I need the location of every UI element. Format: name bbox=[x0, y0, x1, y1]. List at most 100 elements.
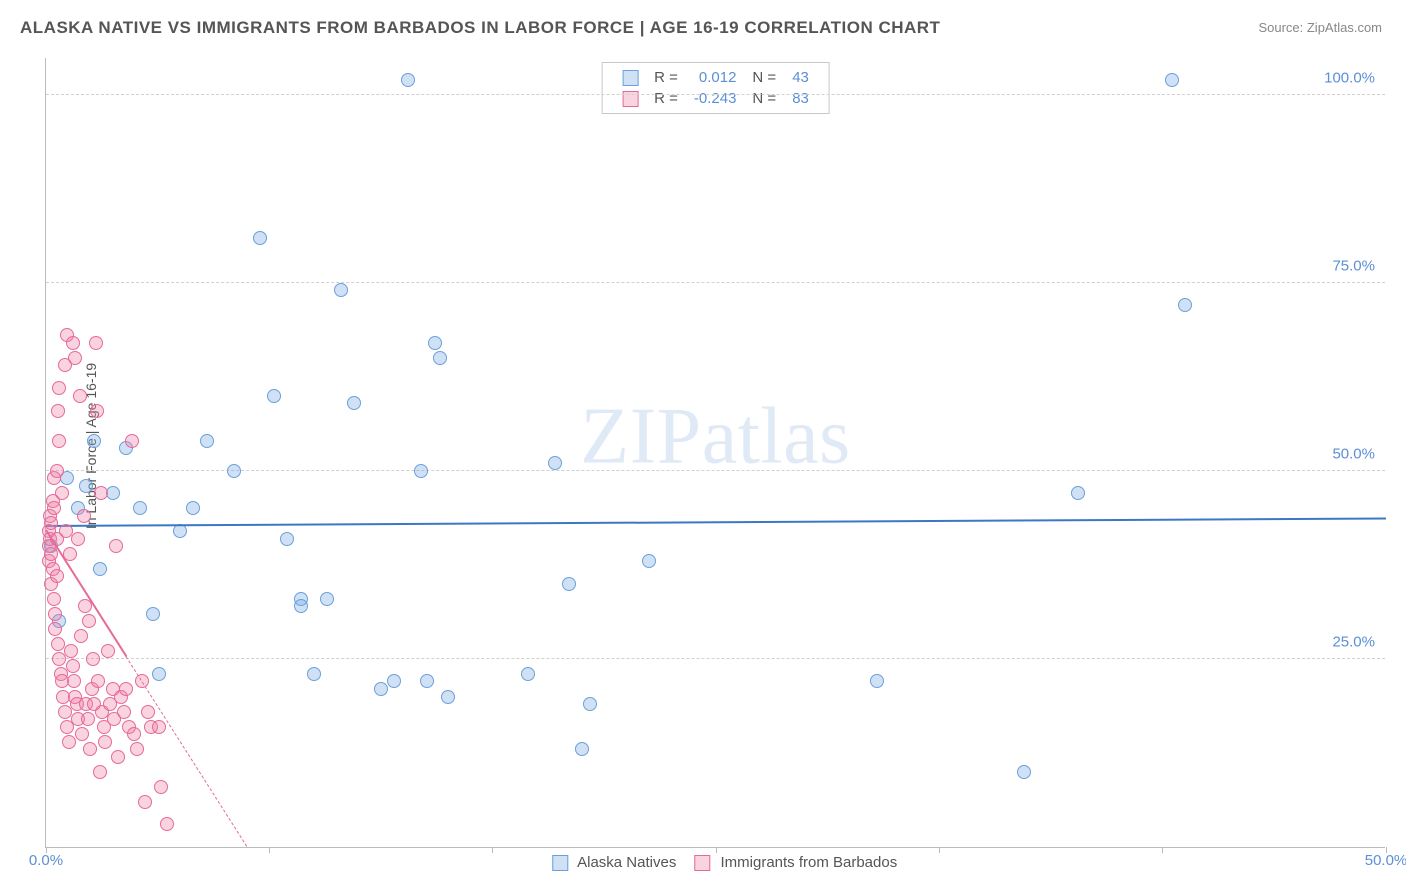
data-point bbox=[87, 434, 101, 448]
data-point bbox=[433, 351, 447, 365]
data-point bbox=[90, 404, 104, 418]
x-tick bbox=[269, 847, 270, 853]
x-tick bbox=[939, 847, 940, 853]
data-point bbox=[138, 795, 152, 809]
data-point bbox=[111, 750, 125, 764]
data-point bbox=[267, 389, 281, 403]
data-point bbox=[48, 607, 62, 621]
data-point bbox=[200, 434, 214, 448]
data-point bbox=[109, 539, 123, 553]
data-point bbox=[50, 569, 64, 583]
data-point bbox=[98, 735, 112, 749]
x-tick bbox=[492, 847, 493, 853]
y-tick-label: 50.0% bbox=[1332, 445, 1375, 462]
data-point bbox=[74, 629, 88, 643]
data-point bbox=[51, 404, 65, 418]
data-point bbox=[583, 697, 597, 711]
data-point bbox=[47, 592, 61, 606]
data-point bbox=[73, 389, 87, 403]
data-point bbox=[575, 742, 589, 756]
data-point bbox=[125, 434, 139, 448]
data-point bbox=[521, 667, 535, 681]
data-point bbox=[52, 381, 66, 395]
data-point bbox=[152, 667, 166, 681]
data-point bbox=[870, 674, 884, 688]
data-point bbox=[89, 336, 103, 350]
data-point bbox=[154, 780, 168, 794]
y-tick-label: 100.0% bbox=[1324, 69, 1375, 86]
data-point bbox=[152, 720, 166, 734]
data-point bbox=[642, 554, 656, 568]
data-point bbox=[320, 592, 334, 606]
data-point bbox=[119, 682, 133, 696]
data-point bbox=[186, 501, 200, 515]
y-tick-label: 25.0% bbox=[1332, 633, 1375, 650]
legend-row: R =0.012N =43 bbox=[614, 67, 817, 88]
data-point bbox=[77, 509, 91, 523]
data-point bbox=[117, 705, 131, 719]
source-attribution: Source: ZipAtlas.com bbox=[1258, 20, 1382, 35]
data-point bbox=[227, 464, 241, 478]
data-point bbox=[47, 501, 61, 515]
data-point bbox=[1178, 298, 1192, 312]
data-point bbox=[130, 742, 144, 756]
data-point bbox=[68, 351, 82, 365]
data-point bbox=[307, 667, 321, 681]
data-point bbox=[51, 637, 65, 651]
data-point bbox=[67, 674, 81, 688]
data-point bbox=[347, 396, 361, 410]
data-point bbox=[133, 501, 147, 515]
gridline bbox=[46, 658, 1385, 659]
data-point bbox=[91, 674, 105, 688]
data-point bbox=[1165, 73, 1179, 87]
data-point bbox=[1071, 486, 1085, 500]
gridline bbox=[46, 94, 1385, 95]
data-point bbox=[82, 614, 96, 628]
trend-line bbox=[126, 657, 247, 847]
data-point bbox=[401, 73, 415, 87]
data-point bbox=[66, 336, 80, 350]
scatter-plot: ZIPatlas R =0.012N =43R =-0.243N =83 Ala… bbox=[45, 58, 1385, 848]
data-point bbox=[75, 727, 89, 741]
correlation-legend: R =0.012N =43R =-0.243N =83 bbox=[601, 62, 830, 114]
x-tick-label: 50.0% bbox=[1365, 852, 1406, 869]
data-point bbox=[93, 765, 107, 779]
data-point bbox=[66, 659, 80, 673]
data-point bbox=[106, 486, 120, 500]
data-point bbox=[50, 464, 64, 478]
data-point bbox=[64, 644, 78, 658]
data-point bbox=[62, 735, 76, 749]
data-point bbox=[79, 479, 93, 493]
data-point bbox=[387, 674, 401, 688]
data-point bbox=[86, 652, 100, 666]
data-point bbox=[253, 231, 267, 245]
data-point bbox=[141, 705, 155, 719]
data-point bbox=[55, 486, 69, 500]
legend-label: Alaska Natives bbox=[574, 854, 677, 871]
x-tick bbox=[716, 847, 717, 853]
gridline bbox=[46, 282, 1385, 283]
data-point bbox=[52, 434, 66, 448]
data-point bbox=[334, 283, 348, 297]
legend-swatch bbox=[694, 855, 710, 871]
data-point bbox=[562, 577, 576, 591]
data-point bbox=[1017, 765, 1031, 779]
data-point bbox=[127, 727, 141, 741]
data-point bbox=[101, 644, 115, 658]
watermark: ZIPatlas bbox=[580, 391, 851, 482]
data-point bbox=[94, 486, 108, 500]
data-point bbox=[83, 742, 97, 756]
x-tick-label: 0.0% bbox=[29, 852, 63, 869]
data-point bbox=[160, 817, 174, 831]
data-point bbox=[93, 562, 107, 576]
series-legend: Alaska Natives Immigrants from Barbados bbox=[534, 854, 897, 871]
legend-swatch bbox=[552, 855, 568, 871]
data-point bbox=[146, 607, 160, 621]
x-tick bbox=[1162, 847, 1163, 853]
y-tick-label: 75.0% bbox=[1332, 257, 1375, 274]
data-point bbox=[428, 336, 442, 350]
data-point bbox=[294, 599, 308, 613]
trend-line bbox=[46, 518, 1386, 528]
data-point bbox=[71, 532, 85, 546]
data-point bbox=[280, 532, 294, 546]
